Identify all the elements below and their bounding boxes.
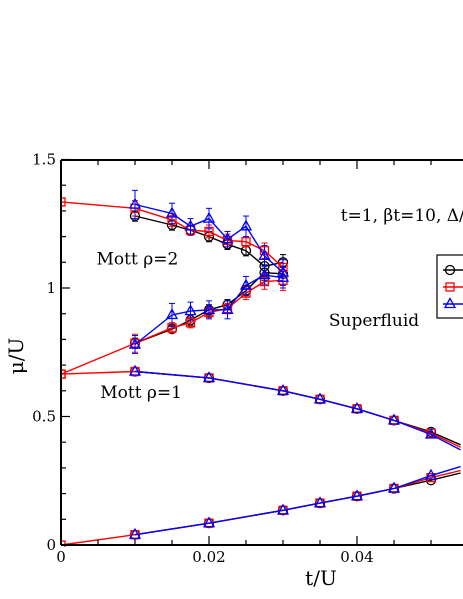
triangle-marker (350, 489, 364, 501)
triangle-marker (350, 401, 364, 413)
triangle-marker (128, 197, 142, 209)
y-tick-label: 1.5 (32, 151, 56, 169)
series-line (134, 203, 284, 274)
triangle-marker (165, 308, 179, 320)
triangle-marker (276, 270, 290, 282)
triangle-marker (258, 249, 271, 261)
triangle-marker (276, 265, 290, 277)
triangle-marker (184, 219, 197, 231)
annotation-text: Superfluid (329, 311, 419, 331)
triangle-marker (128, 364, 142, 376)
series-line (134, 370, 461, 446)
y-tick-label: 1 (46, 279, 56, 297)
x-tick-label: 0 (56, 548, 66, 566)
triangle-marker (276, 503, 290, 515)
triangle-marker (202, 211, 216, 223)
x-axis-label: t/U (305, 566, 337, 590)
series-line (61, 201, 284, 268)
triangle-marker (165, 206, 179, 218)
y-tick-label: 0.5 (32, 408, 56, 426)
triangle-marker (221, 232, 234, 244)
triangle-marker (128, 527, 142, 539)
square-marker (61, 197, 66, 207)
square-marker (61, 369, 66, 379)
triangle-marker (313, 392, 327, 404)
triangle-series (128, 189, 461, 539)
triangle-marker (387, 413, 401, 425)
circle-marker (444, 264, 456, 276)
annotation-text: Mott ρ=1 (100, 383, 182, 403)
series-line (134, 215, 284, 267)
triangle-marker (202, 516, 216, 528)
triangle-marker (258, 268, 271, 280)
x-tick-label: 0.02 (192, 548, 225, 566)
triangle-marker (424, 468, 438, 480)
triangle-marker (387, 481, 401, 493)
triangle-marker (202, 371, 216, 383)
triangle-marker (221, 303, 234, 314)
triangle-marker (239, 278, 253, 290)
y-axis-label: μ/U (4, 338, 28, 375)
series-line (134, 370, 461, 451)
triangle-marker (313, 496, 327, 508)
square-marker (445, 282, 455, 292)
triangle-marker (128, 337, 142, 349)
triangle-marker (424, 427, 438, 439)
square-marker (241, 237, 251, 247)
x-tick-label: 0.04 (340, 548, 373, 566)
series-line (61, 469, 461, 546)
triangle-marker (184, 304, 197, 316)
y-tick-label: 0 (46, 536, 56, 554)
triangle-marker (202, 303, 216, 314)
triangle-marker (239, 219, 253, 231)
annotation-text: Mott ρ=2 (97, 249, 179, 269)
triangle-marker (443, 297, 457, 309)
triangle-marker (276, 383, 290, 395)
annotation-text: t=1, βt=10, Δ/ (341, 206, 463, 226)
series-line (134, 465, 461, 536)
